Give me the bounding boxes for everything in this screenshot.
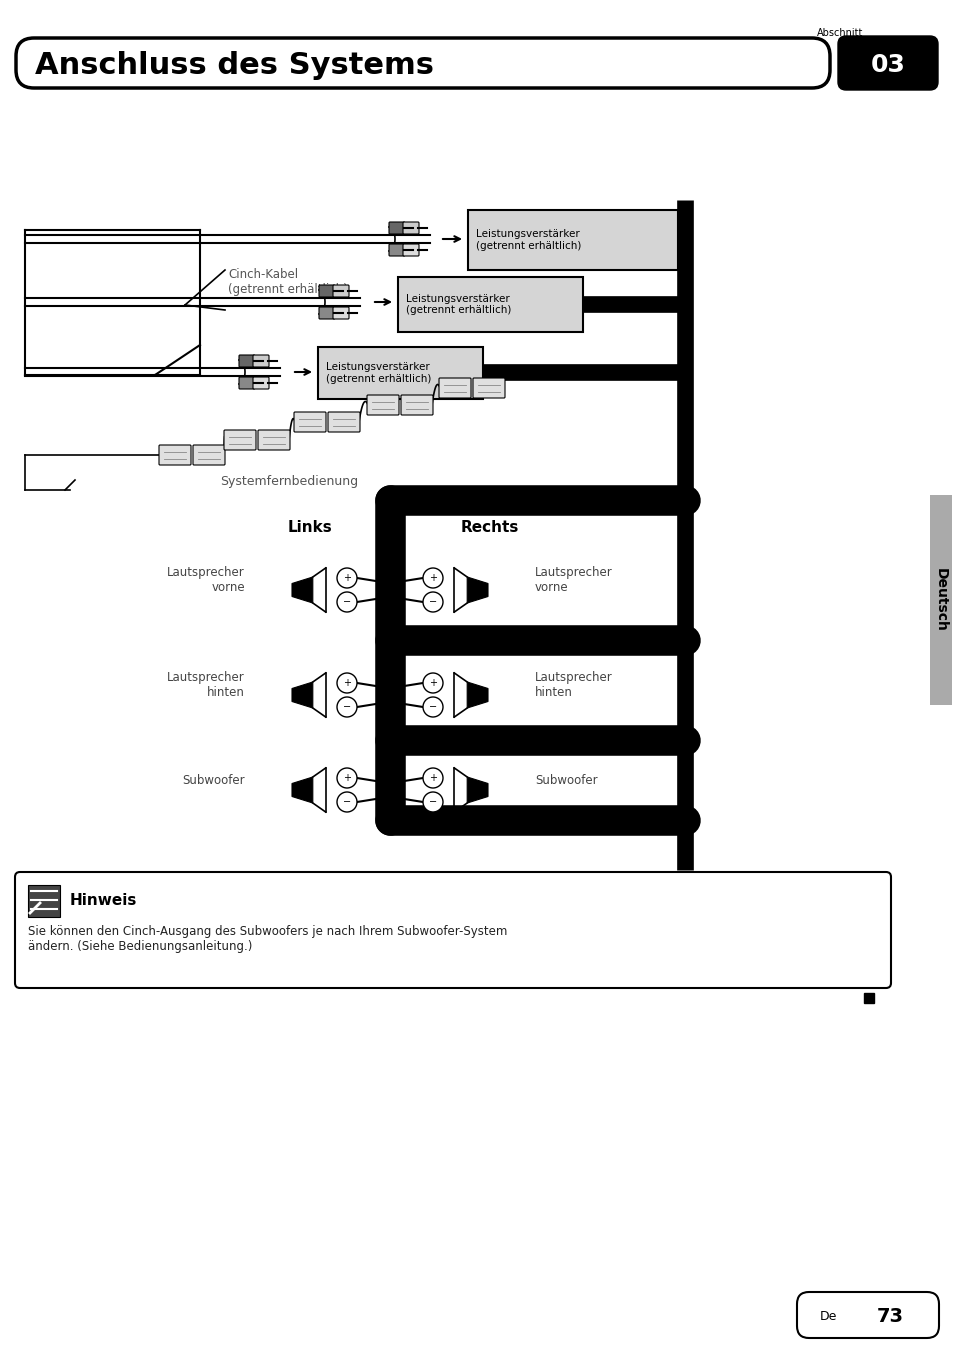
Text: +: + xyxy=(429,773,436,783)
FancyBboxPatch shape xyxy=(402,222,418,234)
Text: Systemfernbedienung: Systemfernbedienung xyxy=(220,475,357,488)
Circle shape xyxy=(422,698,442,717)
FancyBboxPatch shape xyxy=(257,430,290,450)
Text: +: + xyxy=(343,573,351,583)
Circle shape xyxy=(422,568,442,588)
Polygon shape xyxy=(292,681,313,708)
FancyBboxPatch shape xyxy=(389,243,405,256)
Polygon shape xyxy=(467,777,488,803)
Text: +: + xyxy=(429,573,436,583)
Circle shape xyxy=(422,792,442,813)
FancyBboxPatch shape xyxy=(333,307,349,319)
Bar xyxy=(929,495,951,704)
Bar xyxy=(468,210,678,270)
Text: Deutsch: Deutsch xyxy=(933,568,947,631)
Text: 73: 73 xyxy=(876,1306,902,1325)
Text: Lautsprecher
hinten: Lautsprecher hinten xyxy=(535,671,612,699)
FancyBboxPatch shape xyxy=(193,445,225,465)
Circle shape xyxy=(422,673,442,694)
FancyBboxPatch shape xyxy=(224,430,255,450)
Text: Anschluss des Systems: Anschluss des Systems xyxy=(35,50,434,80)
Polygon shape xyxy=(467,577,488,603)
Text: +: + xyxy=(429,677,436,688)
FancyBboxPatch shape xyxy=(473,379,504,397)
Text: Links: Links xyxy=(287,521,332,535)
Text: −: − xyxy=(429,702,436,713)
FancyBboxPatch shape xyxy=(389,222,405,234)
Circle shape xyxy=(336,673,356,694)
FancyBboxPatch shape xyxy=(159,445,191,465)
Text: Sie können den Cinch-Ausgang des Subwoofers je nach Ihrem Subwoofer-System
änder: Sie können den Cinch-Ausgang des Subwoof… xyxy=(28,925,507,953)
Text: −: − xyxy=(429,598,436,607)
FancyBboxPatch shape xyxy=(328,412,359,433)
FancyBboxPatch shape xyxy=(438,379,471,397)
Text: Cinch-Kabel
(getrennt erhältlich): Cinch-Kabel (getrennt erhältlich) xyxy=(228,268,348,296)
FancyBboxPatch shape xyxy=(333,285,349,297)
FancyBboxPatch shape xyxy=(16,38,829,88)
Bar xyxy=(317,347,482,399)
FancyBboxPatch shape xyxy=(318,285,335,297)
Text: Subwoofer: Subwoofer xyxy=(535,773,597,787)
Text: −: − xyxy=(342,702,351,713)
Text: 03: 03 xyxy=(870,53,904,77)
Text: −: − xyxy=(429,796,436,807)
FancyBboxPatch shape xyxy=(318,307,335,319)
FancyBboxPatch shape xyxy=(400,395,433,415)
Bar xyxy=(863,992,873,1003)
Text: Lautsprecher
hinten: Lautsprecher hinten xyxy=(167,671,245,699)
Text: Lautsprecher
vorne: Lautsprecher vorne xyxy=(535,566,612,594)
Circle shape xyxy=(336,568,356,588)
Bar xyxy=(28,886,60,917)
FancyBboxPatch shape xyxy=(253,377,269,389)
Polygon shape xyxy=(467,681,488,708)
FancyBboxPatch shape xyxy=(796,1293,938,1338)
Text: Lautsprecher
vorne: Lautsprecher vorne xyxy=(167,566,245,594)
Polygon shape xyxy=(292,577,313,603)
Circle shape xyxy=(422,592,442,612)
Text: Hinweis: Hinweis xyxy=(70,894,137,909)
FancyBboxPatch shape xyxy=(239,356,254,366)
Text: De: De xyxy=(820,1310,837,1322)
Text: +: + xyxy=(343,677,351,688)
Text: Leistungsverstärker
(getrennt erhältlich): Leistungsverstärker (getrennt erhältlich… xyxy=(326,362,431,384)
FancyBboxPatch shape xyxy=(239,377,254,389)
Text: Subwoofer: Subwoofer xyxy=(182,773,245,787)
FancyBboxPatch shape xyxy=(294,412,326,433)
Polygon shape xyxy=(292,777,313,803)
Circle shape xyxy=(336,768,356,788)
Text: −: − xyxy=(342,796,351,807)
Text: Leistungsverstärker
(getrennt erhältlich): Leistungsverstärker (getrennt erhältlich… xyxy=(406,293,511,315)
FancyBboxPatch shape xyxy=(15,872,890,988)
Circle shape xyxy=(336,592,356,612)
Circle shape xyxy=(422,768,442,788)
Circle shape xyxy=(336,698,356,717)
Text: Abschnitt: Abschnitt xyxy=(816,28,862,38)
FancyBboxPatch shape xyxy=(837,37,937,91)
FancyBboxPatch shape xyxy=(402,243,418,256)
Text: −: − xyxy=(342,598,351,607)
FancyBboxPatch shape xyxy=(367,395,398,415)
Text: Leistungsverstärker
(getrennt erhältlich): Leistungsverstärker (getrennt erhältlich… xyxy=(476,230,580,251)
Bar xyxy=(397,277,582,333)
Text: Rechts: Rechts xyxy=(460,521,518,535)
Circle shape xyxy=(336,792,356,813)
Text: +: + xyxy=(343,773,351,783)
FancyBboxPatch shape xyxy=(253,356,269,366)
